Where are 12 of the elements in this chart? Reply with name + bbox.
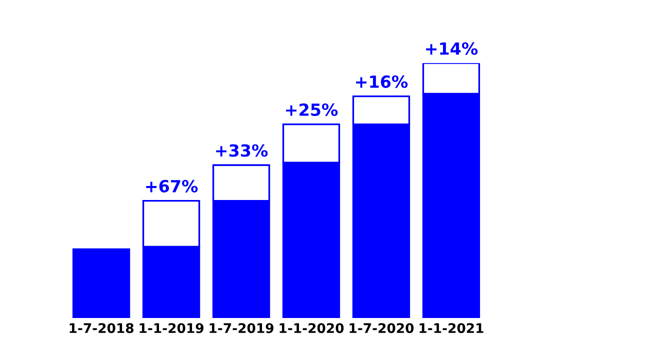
annotation: +33% <box>216 144 268 157</box>
x-tick-label: 1-1-2019 <box>140 323 204 334</box>
annotation: +67% <box>146 180 198 192</box>
x-tick-label: 1-7-2019 <box>210 323 274 334</box>
bar <box>72 248 130 318</box>
x-tick-label: 1-1-2020 <box>280 323 344 334</box>
x-tick-label: 1-1-2021 <box>420 323 484 334</box>
annotation: +14% <box>426 42 478 55</box>
x-tick-label: 1-7-2018 <box>70 323 134 334</box>
annotation: +16% <box>356 75 408 88</box>
annotation: +25% <box>286 103 338 116</box>
x-tick-label: 1-7-2020 <box>350 323 414 334</box>
